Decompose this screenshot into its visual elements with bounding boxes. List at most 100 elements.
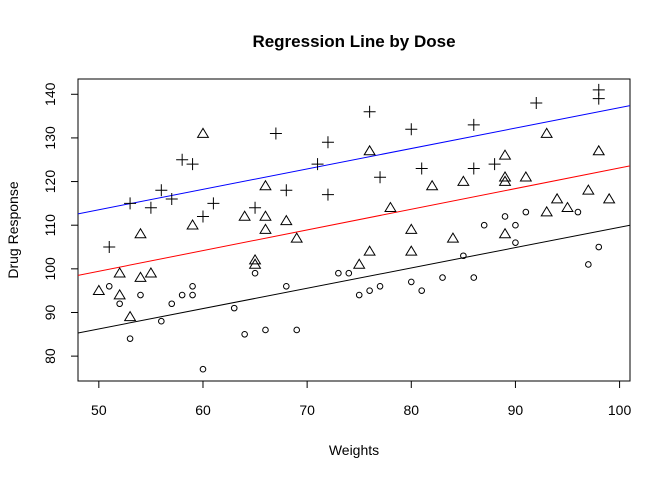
plus-point xyxy=(280,184,293,197)
triangle-point xyxy=(123,310,137,322)
circle-point xyxy=(262,326,269,334)
plus-point xyxy=(124,197,137,210)
circle-point xyxy=(283,282,290,290)
circle-point xyxy=(293,326,301,334)
plus-point xyxy=(176,153,189,166)
triangle-point xyxy=(384,201,397,213)
circle-point xyxy=(230,304,238,312)
regression-lines xyxy=(78,105,630,334)
y-tick-label: 90 xyxy=(42,304,58,320)
triangle-point xyxy=(144,267,158,278)
circle-point xyxy=(335,269,342,277)
triangle-point xyxy=(92,284,106,295)
plus-point xyxy=(165,193,178,206)
circle-point xyxy=(355,291,363,299)
circle-point xyxy=(126,335,134,342)
triangle-point xyxy=(602,192,616,204)
plus-point xyxy=(374,171,387,184)
triangle-point xyxy=(498,227,512,239)
plus-point xyxy=(530,97,543,110)
plus-point xyxy=(269,127,282,140)
circle-point xyxy=(512,221,519,229)
y-tick-label: 80 xyxy=(42,348,58,364)
circle-point xyxy=(251,269,259,277)
plus-point xyxy=(321,136,334,149)
x-tick-label: 80 xyxy=(403,402,419,418)
plus-point xyxy=(249,201,262,214)
triangle-point xyxy=(446,232,460,243)
plus-point xyxy=(321,188,334,201)
circle-point xyxy=(595,243,603,251)
circle-point xyxy=(470,274,478,281)
triangle-point xyxy=(540,205,553,217)
triangle-point xyxy=(498,175,512,186)
triangle-point xyxy=(352,258,366,269)
circle-point xyxy=(168,300,176,308)
circle-point xyxy=(439,274,446,281)
plus-point xyxy=(144,201,157,214)
x-tick-label: 100 xyxy=(608,402,632,418)
triangle-point xyxy=(582,184,595,195)
regression-line xyxy=(78,224,630,334)
y-tick-label: 100 xyxy=(42,257,58,281)
circle-point xyxy=(522,208,530,216)
triangle-point xyxy=(259,223,272,234)
triangle-point xyxy=(404,223,418,234)
x-tick-label: 70 xyxy=(299,402,315,418)
plus-point xyxy=(405,123,418,136)
plus-point xyxy=(592,92,605,105)
y-tick-label: 140 xyxy=(42,82,58,106)
triangle-point xyxy=(457,175,470,186)
triangle-point xyxy=(498,149,512,160)
y-axis-label: Drug Response xyxy=(5,181,21,278)
chart-title: Regression Line by Dose xyxy=(252,32,455,51)
circle-point xyxy=(189,282,196,290)
triangle-point xyxy=(561,201,574,213)
circle-point xyxy=(585,261,592,268)
plus-point xyxy=(186,158,199,171)
circle-point xyxy=(460,252,467,260)
y-tick-label: 130 xyxy=(42,126,58,150)
y-tick-label: 120 xyxy=(42,170,58,194)
circle-point xyxy=(480,221,488,229)
triangle-point xyxy=(425,179,439,191)
triangle-point xyxy=(113,288,126,300)
plus-point xyxy=(207,197,220,210)
circle-point xyxy=(345,269,353,277)
triangle-point xyxy=(196,127,210,138)
x-axis-label: Weights xyxy=(329,442,379,458)
triangle-point xyxy=(498,171,512,182)
y-tick-label: 110 xyxy=(42,214,58,237)
x-tick-label: 90 xyxy=(508,402,524,418)
plus-point xyxy=(155,184,168,197)
triangle-point xyxy=(134,227,147,239)
circle-point xyxy=(376,282,384,290)
regression-line xyxy=(78,105,630,215)
circle-point xyxy=(241,331,248,338)
triangle-point xyxy=(404,245,418,256)
circle-point xyxy=(574,208,582,216)
x-axis: 50 60 70 80 90 100 xyxy=(91,380,632,418)
regression-line xyxy=(78,165,630,276)
triangle-point xyxy=(363,144,376,156)
circle-point xyxy=(178,291,186,299)
y-axis: 80 90 100 110 120 130 140 xyxy=(42,82,79,364)
triangle-point xyxy=(280,214,293,226)
triangle-point xyxy=(592,144,606,156)
plus-point xyxy=(488,158,501,171)
plus-point xyxy=(103,241,116,254)
circle-point xyxy=(407,278,415,286)
plus-point xyxy=(467,118,480,131)
x-tick-label: 50 xyxy=(91,402,107,418)
triangle-point xyxy=(259,210,272,221)
plus-point xyxy=(196,210,209,223)
circle-point xyxy=(501,213,509,220)
triangle-point xyxy=(186,219,199,230)
circle-point xyxy=(512,239,519,246)
circle-point xyxy=(418,287,425,294)
triangle-point xyxy=(519,171,533,182)
plus-point xyxy=(311,158,324,171)
circle-point xyxy=(158,317,165,325)
circle-point xyxy=(189,291,196,299)
